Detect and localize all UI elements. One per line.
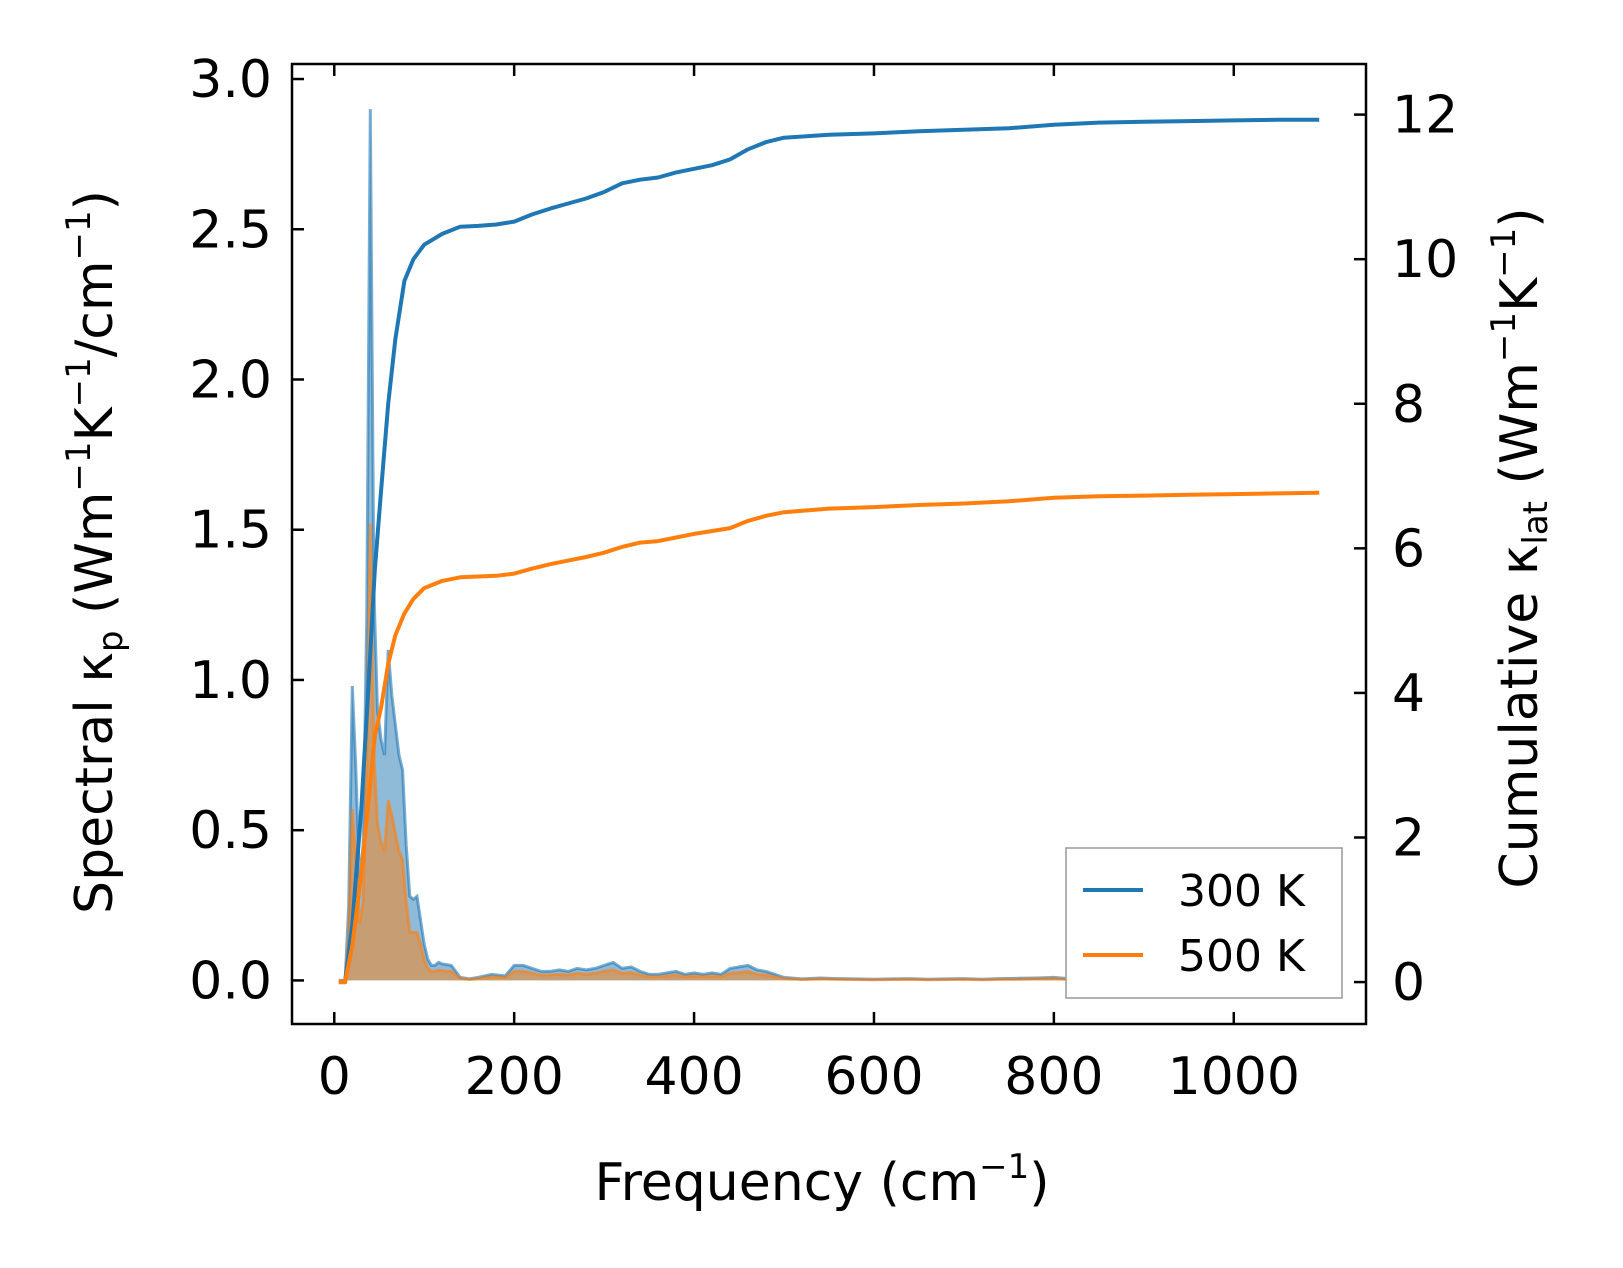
cumulative-line-500k (338, 490, 1320, 985)
right-y-tick-label: 8 (1392, 375, 1425, 435)
left-y-tick-label: 0.0 (189, 951, 272, 1011)
spectral-line-500k (338, 523, 1320, 982)
cumulative-lines (338, 117, 1320, 985)
left-y-axis-ticks: 0.0 0.5 1.0 1.5 2.0 2.5 3.0 (189, 50, 304, 1011)
x-tick-label: 400 (644, 1047, 743, 1107)
legend-label-300k: 300 K (1178, 866, 1306, 917)
axes-frame (290, 62, 1368, 1026)
right-y-tick-label: 10 (1392, 230, 1458, 290)
x-tick-label: 200 (465, 1047, 564, 1107)
legend-label-500k: 500 K (1178, 931, 1306, 982)
left-y-tick-label: 2.5 (189, 200, 272, 260)
x-tick-label: 800 (1004, 1047, 1103, 1107)
cumulative-line-300k (338, 117, 1320, 985)
right-y-tick-label: 0 (1392, 953, 1425, 1013)
left-y-tick-label: 1.0 (189, 651, 272, 711)
left-y-tick-label: 3.0 (189, 50, 272, 110)
left-y-tick-label: 2.0 (189, 350, 272, 410)
x-axis-label: Frequency (cm−1) (594, 1147, 1049, 1213)
right-y-tick-label: 2 (1392, 808, 1425, 868)
right-y-axis-ticks: 0 2 4 6 8 10 12 (1354, 86, 1458, 1013)
x-tick-label: 0 (318, 1047, 351, 1107)
x-tick-label: 1000 (1168, 1047, 1300, 1107)
spectral-lines (338, 109, 1320, 982)
left-y-tick-label: 0.5 (189, 801, 272, 861)
legend: 300 K 500 K (1065, 847, 1343, 999)
x-axis-ticks: 0 200 400 600 800 1000 (318, 64, 1300, 1107)
plot-area (338, 109, 1320, 985)
right-y-axis-label: Cumulative κlat (Wm−1K−1) (1484, 207, 1556, 888)
right-y-tick-label: 6 (1392, 519, 1425, 579)
left-y-tick-label: 1.5 (189, 501, 272, 561)
right-y-tick-label: 4 (1392, 664, 1425, 724)
left-y-axis-label: Spectral κp (Wm−1K−1/cm−1) (59, 190, 131, 914)
legend-box (1065, 847, 1343, 999)
right-y-tick-label: 12 (1392, 86, 1458, 146)
x-tick-label: 600 (824, 1047, 923, 1107)
